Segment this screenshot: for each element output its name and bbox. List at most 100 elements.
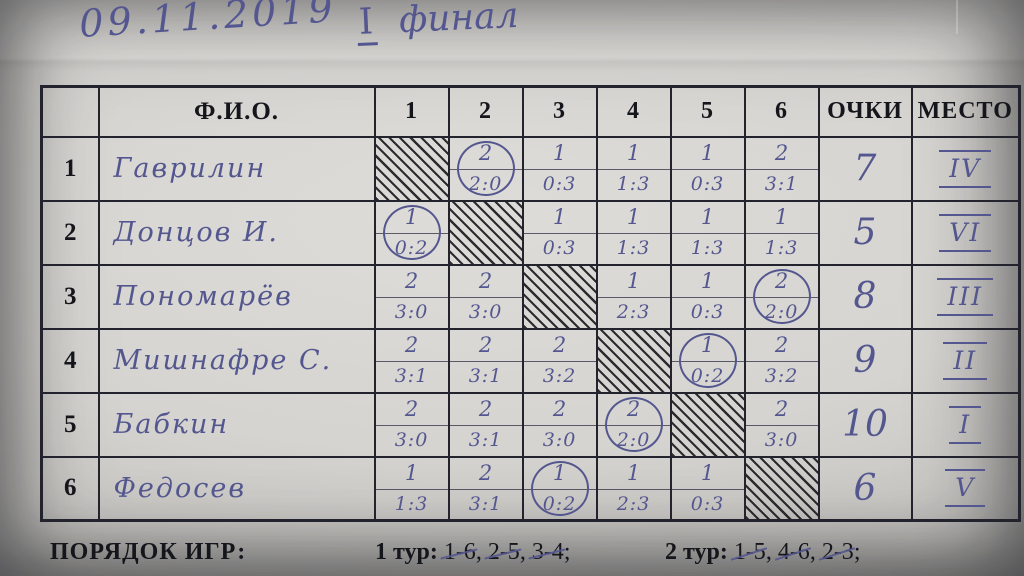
col-header-place: МЕСТО <box>910 85 1021 138</box>
player-name: Мишнафре С. <box>97 327 376 394</box>
round-1-label: 1 тур: <box>375 539 438 565</box>
score-cell-vs-2: 2 2:0 <box>447 135 524 202</box>
score-cell-vs-5: 1 0:2 <box>669 327 746 394</box>
col-header-6: 6 <box>743 85 820 138</box>
table-header-row: Ф.И.О. 1 2 3 4 5 6 ОЧКИ МЕСТО <box>40 85 1021 138</box>
points-cell: 5 <box>817 199 913 266</box>
score-cell-vs-5: 1 1:3 <box>669 199 746 266</box>
score-cell-vs-1: 1 0:2 <box>373 199 450 266</box>
score-cell-vs-1: 2 3:0 <box>373 391 450 458</box>
play-order-footer: ПОРЯДОК ИГР: 1 тур: 1-6, 2-5, 3-4; 2 тур: 1-… <box>0 537 1024 571</box>
score-cell-vs-3: 1 0:3 <box>521 135 598 202</box>
col-header-blank <box>40 85 100 138</box>
score-cell-vs-6: 2 3:1 <box>743 135 820 202</box>
points-cell: 8 <box>817 263 913 330</box>
row-number: 4 <box>40 327 100 394</box>
score-cell-vs-6: 1 1:3 <box>743 199 820 266</box>
score-cell-vs-1: 2 3:1 <box>373 327 450 394</box>
score-cell-vs-3: 1 0:3 <box>521 199 598 266</box>
points-cell: 9 <box>817 327 913 394</box>
tournament-table: Ф.И.О. 1 2 3 4 5 6 ОЧКИ МЕСТО 1 Гаврилин… <box>40 85 1021 522</box>
score-cell-vs-5: 1 0:3 <box>669 263 746 330</box>
score-cell-vs-4: 1 1:3 <box>595 135 672 202</box>
row-number: 2 <box>40 199 100 266</box>
player-name: Донцов И. <box>97 199 376 266</box>
score-cell-vs-1: 1 1:3 <box>373 455 450 522</box>
col-header-5: 5 <box>669 85 746 138</box>
score-cell-vs-2: 2 3:0 <box>447 263 524 330</box>
col-header-3: 3 <box>521 85 598 138</box>
points-cell: 7 <box>817 135 913 202</box>
score-cell-vs-3: 1 0:2 <box>521 455 598 522</box>
col-header-4: 4 <box>595 85 672 138</box>
score-cell-vs-4: 2 2:0 <box>595 391 672 458</box>
table-row: 1 Гаврилин 2 2:0 1 0:3 1 1:3 1 0:3 2 3:1 7 IV <box>40 135 1021 202</box>
round-1-schedule: 1 тур: 1-6, 2-5, 3-4; <box>375 539 571 565</box>
score-cell-vs-4: 1 2:3 <box>595 263 672 330</box>
score-cell-vs-3 <box>521 263 598 330</box>
row-number: 3 <box>40 263 100 330</box>
score-cell-vs-5: 1 0:3 <box>669 455 746 522</box>
score-cell-vs-5 <box>669 391 746 458</box>
col-header-2: 2 <box>447 85 524 138</box>
place-cell: V <box>910 455 1021 522</box>
place-roman-numeral: IV <box>939 149 992 188</box>
round-2-pair: 2-3 <box>821 539 854 565</box>
place-cell: VI <box>910 199 1021 266</box>
score-cell-vs-1: 2 3:0 <box>373 263 450 330</box>
score-cell-vs-2: 2 3:1 <box>447 391 524 458</box>
score-cell-vs-3: 2 3:0 <box>521 391 598 458</box>
table-row: 4 Мишнафре С. 2 3:1 2 3:1 2 3:2 1 0:2 2 3:2 9… <box>40 327 1021 394</box>
score-cell-vs-6: 2 2:0 <box>743 263 820 330</box>
paper-edge <box>956 0 958 34</box>
player-name: Гаврилин <box>97 135 376 202</box>
round-1-pair: 2-5 <box>487 539 520 565</box>
row-number: 1 <box>40 135 100 202</box>
points-cell: 6 <box>817 455 913 522</box>
score-cell-vs-1 <box>373 135 450 202</box>
round-2-pair: 1-5 <box>733 539 766 565</box>
row-number: 5 <box>40 391 100 458</box>
row-number: 6 <box>40 455 100 522</box>
round-1-pair: 1-6 <box>443 539 476 565</box>
score-cell-vs-5: 1 0:3 <box>669 135 746 202</box>
place-roman-numeral: III <box>937 277 994 316</box>
player-name: Пономарёв <box>97 263 376 330</box>
col-header-fio: Ф.И.О. <box>97 85 376 138</box>
score-cell-vs-2: 2 3:1 <box>447 327 524 394</box>
score-cell-vs-3: 2 3:2 <box>521 327 598 394</box>
place-roman-numeral: I <box>949 405 982 444</box>
place-cell: IV <box>910 135 1021 202</box>
place-cell: II <box>910 327 1021 394</box>
col-header-points: ОЧКИ <box>817 85 913 138</box>
place-roman-numeral: VI <box>939 213 992 252</box>
score-cell-vs-2 <box>447 199 524 266</box>
place-roman-numeral: II <box>943 341 988 380</box>
points-cell: 10 <box>817 391 913 458</box>
col-header-1: 1 <box>373 85 450 138</box>
score-cell-vs-6: 2 3:0 <box>743 391 820 458</box>
place-cell: I <box>910 391 1021 458</box>
handwritten-date: 09.11.2019 <box>78 0 338 46</box>
stage-text: финал <box>398 0 520 42</box>
score-cell-vs-4 <box>595 327 672 394</box>
table-row: 5 Бабкин 2 3:0 2 3:1 2 3:0 2 2:0 2 3:0 10 I <box>40 391 1021 458</box>
table-row: 3 Пономарёв 2 3:0 2 3:0 1 2:3 1 0:3 2 2:0 8 I… <box>40 263 1021 330</box>
score-cell-vs-6 <box>743 455 820 522</box>
round-1-pair: 3-4 <box>531 539 564 565</box>
table-row: 6 Федосев 1 1:3 2 3:1 1 0:2 1 2:3 1 0:3 6 V <box>40 455 1021 522</box>
round-2-label: 2 тур: <box>665 539 728 565</box>
score-cell-vs-4: 1 1:3 <box>595 199 672 266</box>
stage-roman-numeral: I <box>356 1 379 46</box>
score-cell-vs-4: 1 2:3 <box>595 455 672 522</box>
player-name: Федосев <box>97 455 376 522</box>
place-cell: III <box>910 263 1021 330</box>
round-2-schedule: 2 тур: 1-5, 4-6, 2-3; <box>665 539 861 565</box>
score-cell-vs-2: 2 3:1 <box>447 455 524 522</box>
round-2-pair: 4-6 <box>777 539 810 565</box>
play-order-heading: ПОРЯДОК ИГР: <box>50 539 247 565</box>
table-row: 2 Донцов И. 1 0:2 1 0:3 1 1:3 1 1:3 1 1:3 5 V… <box>40 199 1021 266</box>
score-cell-vs-6: 2 3:2 <box>743 327 820 394</box>
